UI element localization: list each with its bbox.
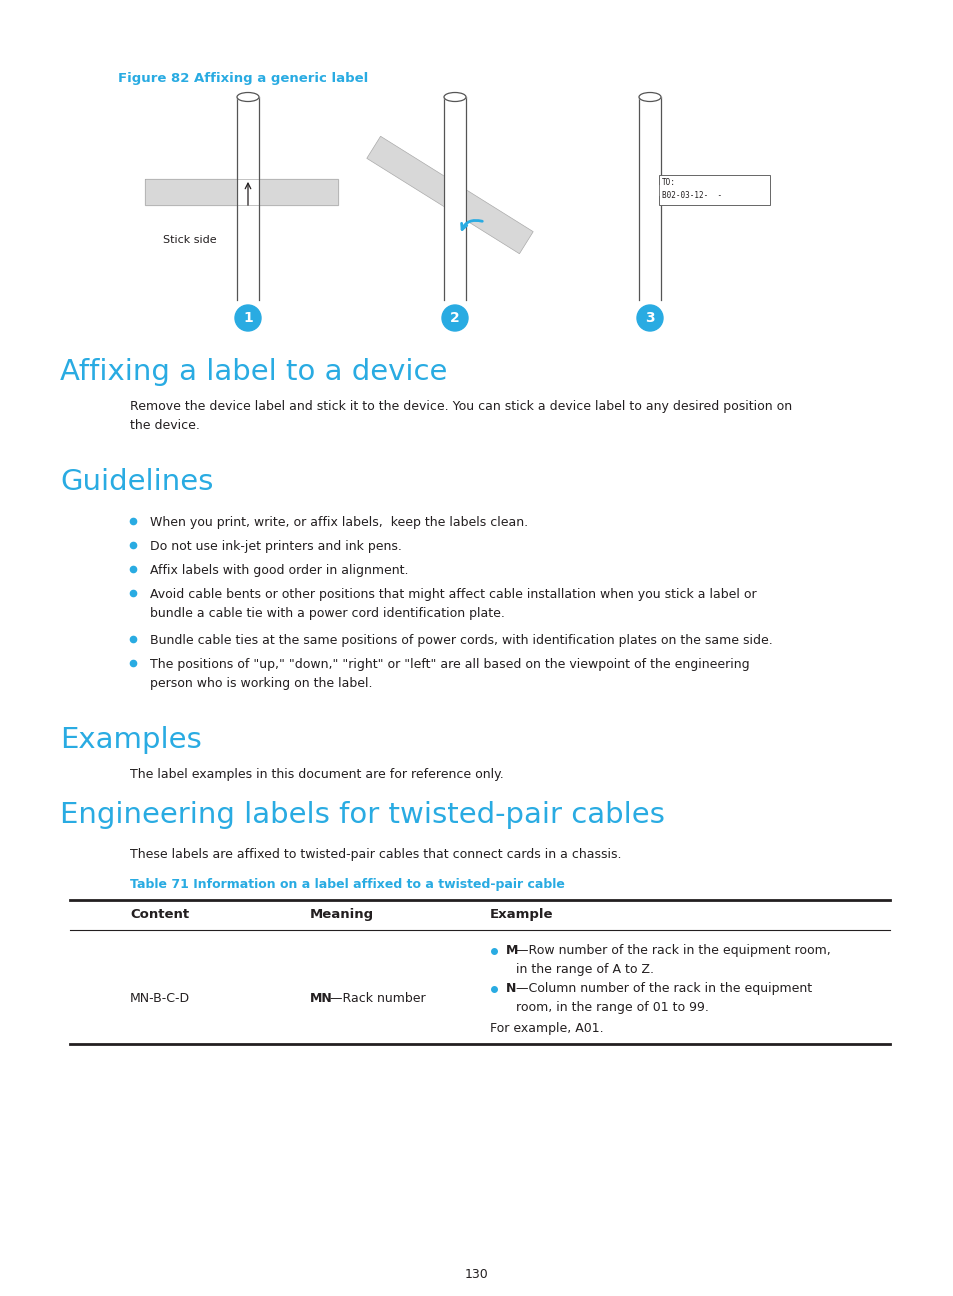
Text: Affixing a label to a device: Affixing a label to a device	[60, 358, 447, 386]
Text: Avoid cable bents or other positions that might affect cable installation when y: Avoid cable bents or other positions tha…	[150, 588, 756, 619]
Text: 2: 2	[450, 311, 459, 325]
Bar	[443, 97, 465, 299]
Text: 130: 130	[465, 1267, 488, 1280]
Text: M: M	[505, 943, 517, 956]
Text: 3: 3	[644, 311, 654, 325]
Text: When you print, write, or affix labels,  keep the labels clean.: When you print, write, or affix labels, …	[150, 516, 528, 529]
Text: MN-B-C-D: MN-B-C-D	[130, 991, 190, 1004]
Text: B02-03-12-  -: B02-03-12- -	[661, 191, 721, 200]
Text: 1: 1	[243, 311, 253, 325]
Text: N: N	[505, 982, 516, 995]
Polygon shape	[366, 136, 533, 254]
Bar	[145, 179, 337, 205]
Text: Examples: Examples	[60, 726, 201, 754]
Bar	[659, 175, 769, 205]
Text: Engineering labels for twisted-pair cables: Engineering labels for twisted-pair cabl…	[60, 801, 664, 829]
Text: —Column number of the rack in the equipment
room, in the range of 01 to 99.: —Column number of the rack in the equipm…	[516, 982, 811, 1013]
Text: —Row number of the rack in the equipment room,
in the range of A to Z.: —Row number of the rack in the equipment…	[516, 943, 830, 976]
Text: —Rack number: —Rack number	[330, 991, 425, 1004]
Text: Guidelines: Guidelines	[60, 468, 213, 496]
Text: Remove the device label and stick it to the device. You can stick a device label: Remove the device label and stick it to …	[130, 400, 791, 432]
Circle shape	[441, 305, 468, 330]
Text: MN: MN	[310, 991, 333, 1004]
Text: Meaning: Meaning	[310, 908, 374, 921]
Text: For example, A01.: For example, A01.	[490, 1023, 603, 1036]
Ellipse shape	[639, 92, 660, 101]
Text: Do not use ink-jet printers and ink pens.: Do not use ink-jet printers and ink pens…	[150, 540, 401, 553]
Text: Table 71 Information on a label affixed to a twisted-pair cable: Table 71 Information on a label affixed …	[130, 877, 564, 892]
Text: These labels are affixed to twisted-pair cables that connect cards in a chassis.: These labels are affixed to twisted-pair…	[130, 848, 620, 861]
Text: Content: Content	[130, 908, 189, 921]
Text: Figure 82 Affixing a generic label: Figure 82 Affixing a generic label	[118, 73, 368, 86]
Text: Bundle cable ties at the same positions of power cords, with identification plat: Bundle cable ties at the same positions …	[150, 634, 772, 647]
Circle shape	[637, 305, 662, 330]
Text: The label examples in this document are for reference only.: The label examples in this document are …	[130, 769, 503, 781]
Bar	[236, 97, 258, 299]
Circle shape	[234, 305, 261, 330]
Text: Stick side: Stick side	[163, 235, 216, 245]
Text: TO:: TO:	[661, 178, 675, 187]
Text: Example: Example	[490, 908, 553, 921]
Text: Affix labels with good order in alignment.: Affix labels with good order in alignmen…	[150, 564, 408, 577]
Ellipse shape	[443, 92, 465, 101]
Text: The positions of "up," "down," "right" or "left" are all based on the viewpoint : The positions of "up," "down," "right" o…	[150, 658, 749, 689]
Ellipse shape	[236, 92, 258, 101]
Bar	[639, 97, 660, 299]
